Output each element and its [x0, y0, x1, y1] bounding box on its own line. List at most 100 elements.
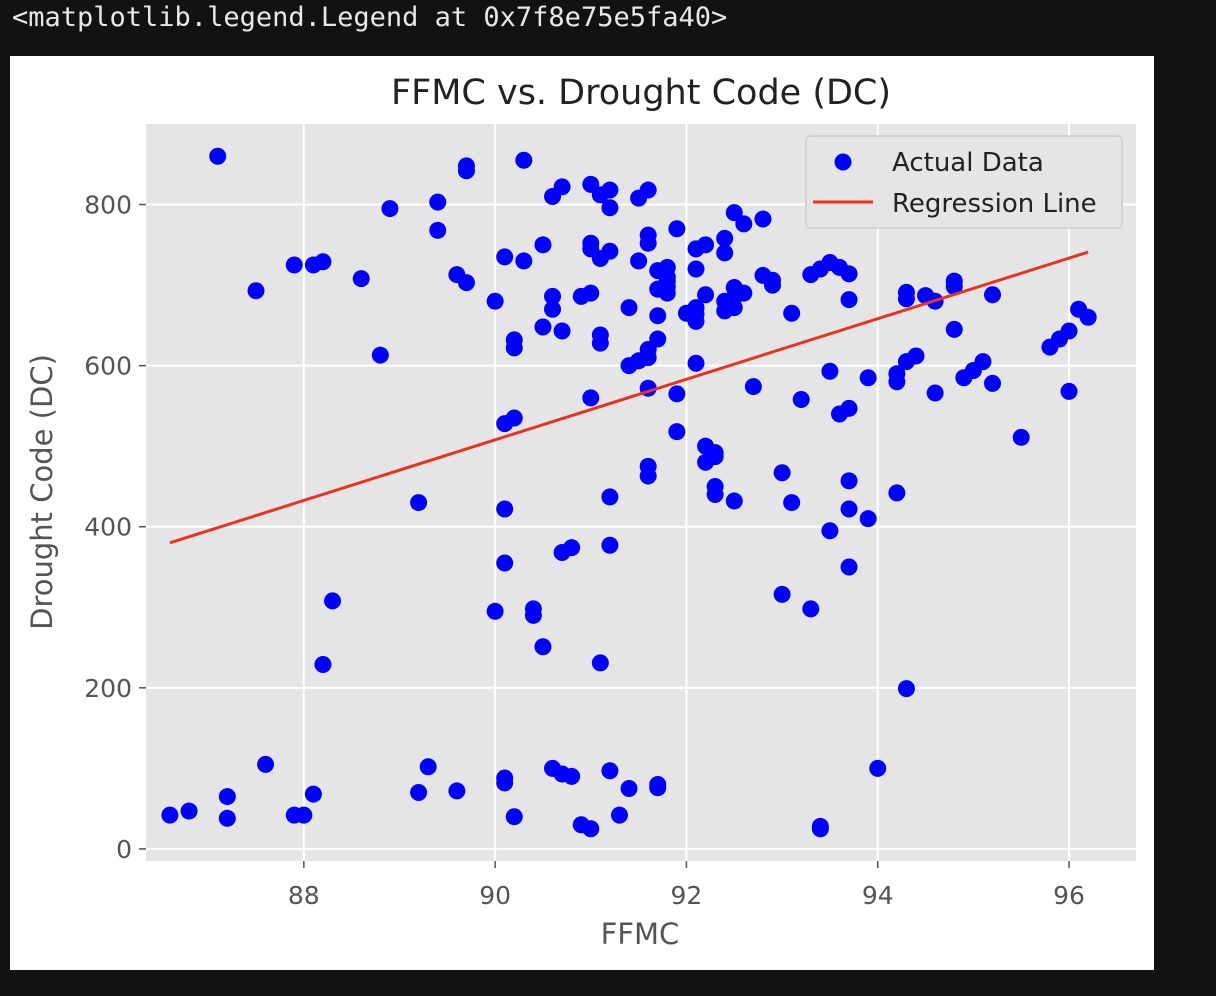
data-point: [314, 655, 332, 673]
data-point: [668, 220, 686, 238]
data-point: [687, 260, 705, 278]
data-point: [945, 320, 963, 338]
data-point: [821, 362, 839, 380]
x-tick-label: 90: [479, 881, 511, 910]
data-point: [649, 779, 667, 797]
data-point: [486, 292, 504, 310]
data-point: [457, 162, 475, 180]
legend: Actual Data Regression Line: [805, 135, 1123, 229]
data-point: [639, 181, 657, 199]
data-point: [974, 353, 992, 371]
data-point: [496, 554, 514, 572]
y-tick-label: 200: [84, 674, 132, 703]
data-point: [601, 199, 619, 217]
data-point: [668, 423, 686, 441]
data-point: [582, 820, 600, 838]
y-tick-label: 800: [84, 191, 132, 220]
data-point: [687, 354, 705, 372]
data-point: [888, 373, 906, 391]
data-point: [697, 286, 715, 304]
data-point: [735, 284, 753, 302]
data-point: [945, 278, 963, 296]
data-point: [706, 486, 724, 504]
data-point: [563, 539, 581, 557]
data-point: [716, 244, 734, 262]
data-point: [601, 762, 619, 780]
x-tick-label: 96: [1053, 881, 1085, 910]
data-point: [524, 606, 542, 624]
data-point: [591, 334, 609, 352]
data-point: [601, 536, 619, 554]
x-axis-label: FFMC: [601, 917, 680, 951]
x-tick-label: 88: [288, 881, 320, 910]
data-point: [553, 322, 571, 340]
data-point: [534, 638, 552, 656]
data-point: [429, 221, 447, 239]
data-point: [897, 680, 915, 698]
legend-label-regression-line: Regression Line: [892, 189, 1097, 219]
data-point: [457, 274, 475, 292]
data-point: [859, 369, 877, 387]
y-axis-label: Drought Code (DC): [25, 354, 59, 630]
data-point: [783, 494, 801, 512]
data-points: [161, 147, 1097, 838]
data-point: [505, 409, 523, 427]
y-axis-ticks: 0 200 400 600 800: [84, 191, 146, 864]
y-tick-label: 600: [84, 352, 132, 381]
data-point: [381, 200, 399, 218]
data-point: [783, 304, 801, 322]
data-point: [1012, 428, 1030, 446]
data-point: [515, 252, 533, 270]
data-point: [534, 318, 552, 336]
data-point: [658, 284, 676, 302]
data-point: [486, 602, 504, 620]
data-point: [371, 346, 389, 364]
data-point: [620, 780, 638, 798]
data-point: [496, 248, 514, 266]
data-point: [859, 510, 877, 528]
data-point: [620, 357, 638, 375]
data-point: [840, 399, 858, 417]
data-point: [496, 774, 514, 792]
data-point: [840, 291, 858, 309]
data-point: [553, 178, 571, 196]
x-axis-ticks: 88 90 92 94 96: [288, 861, 1085, 910]
data-point: [754, 210, 772, 228]
data-point: [257, 755, 275, 773]
data-point: [352, 270, 370, 288]
data-point: [706, 448, 724, 466]
data-point: [811, 820, 829, 838]
data-point: [601, 242, 619, 260]
x-tick-label: 92: [671, 881, 703, 910]
data-point: [840, 500, 858, 518]
data-point: [984, 286, 1002, 304]
data-point: [897, 290, 915, 308]
data-point: [591, 654, 609, 672]
data-point: [295, 806, 313, 824]
data-point: [792, 390, 810, 408]
data-point: [610, 806, 628, 824]
data-point: [926, 384, 944, 402]
chart-title: FFMC vs. Drought Code (DC): [391, 73, 891, 113]
data-point: [840, 265, 858, 283]
data-point: [630, 252, 648, 270]
data-point: [496, 500, 514, 518]
data-point: [534, 236, 552, 254]
y-tick-label: 400: [84, 513, 132, 542]
data-point: [639, 467, 657, 485]
data-point: [324, 592, 342, 610]
data-point: [907, 347, 925, 365]
chart-figure: 88 90 92 94 96 0 200 400 600 800 FFMC vs. Drough…: [10, 56, 1154, 970]
data-point: [869, 759, 887, 777]
legend-label-actual-data: Actual Data: [892, 148, 1044, 178]
data-point: [984, 374, 1002, 392]
data-point: [1079, 308, 1097, 326]
data-point: [582, 389, 600, 407]
data-point: [1060, 382, 1078, 400]
data-point: [725, 204, 743, 222]
data-point: [773, 585, 791, 603]
data-point: [247, 282, 265, 300]
regression-line: [169, 250, 1089, 545]
data-point: [601, 181, 619, 199]
regression-lines: [169, 250, 1089, 545]
